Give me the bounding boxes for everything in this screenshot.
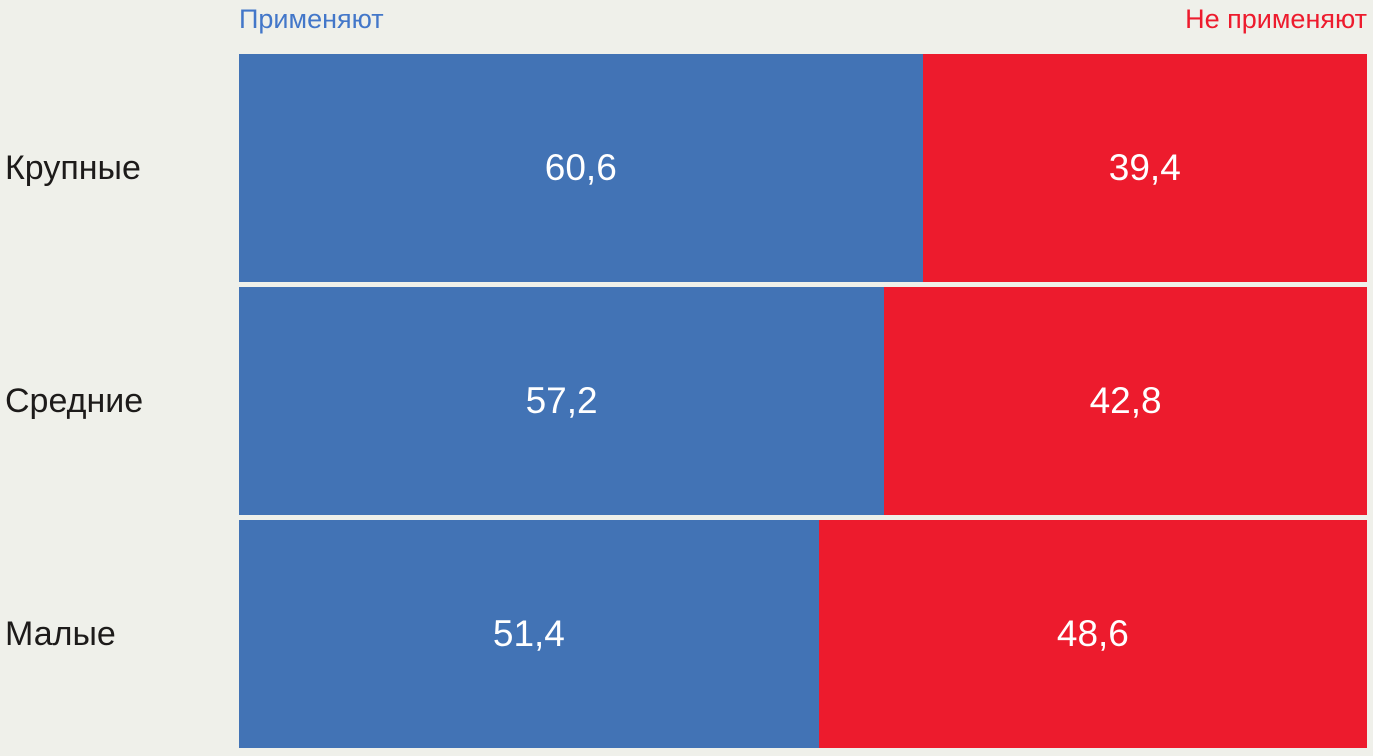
bar-segment-apply: 51,4 bbox=[239, 520, 819, 748]
bar-row-medium: Средние 57,2 42,8 bbox=[0, 287, 1373, 515]
bar-row-large: Крупные 60,6 39,4 bbox=[0, 54, 1373, 282]
bar-row-small: Малые 51,4 48,6 bbox=[0, 520, 1373, 748]
legend-item-not-apply: Не применяют bbox=[1185, 4, 1367, 34]
category-label-large: Крупные bbox=[5, 148, 141, 187]
legend-item-apply: Применяют bbox=[239, 4, 384, 34]
legend-spacer bbox=[0, 5, 239, 54]
bar-segment-not-apply: 42,8 bbox=[884, 287, 1367, 515]
bar-segment-apply: 60,6 bbox=[239, 54, 923, 282]
value-label: 42,8 bbox=[1089, 380, 1162, 421]
value-label: 48,6 bbox=[1056, 613, 1129, 654]
legend: Применяют Не применяют bbox=[0, 0, 1373, 54]
bar-segment-apply: 57,2 bbox=[239, 287, 885, 515]
value-label: 57,2 bbox=[525, 380, 598, 421]
value-label: 60,6 bbox=[544, 147, 617, 188]
category-label-medium: Средние bbox=[5, 381, 144, 420]
bar-track: 51,4 48,6 bbox=[239, 520, 1367, 748]
value-label: 39,4 bbox=[1108, 147, 1181, 188]
bar-segment-not-apply: 39,4 bbox=[922, 54, 1367, 282]
bar-segment-not-apply: 48,6 bbox=[818, 520, 1367, 748]
bar-track: 57,2 42,8 bbox=[239, 287, 1367, 515]
legend-labels: Применяют Не применяют bbox=[239, 4, 1367, 54]
value-label: 51,4 bbox=[492, 613, 565, 654]
category-label-small: Малые bbox=[5, 614, 116, 653]
bar-track: 60,6 39,4 bbox=[239, 54, 1367, 282]
